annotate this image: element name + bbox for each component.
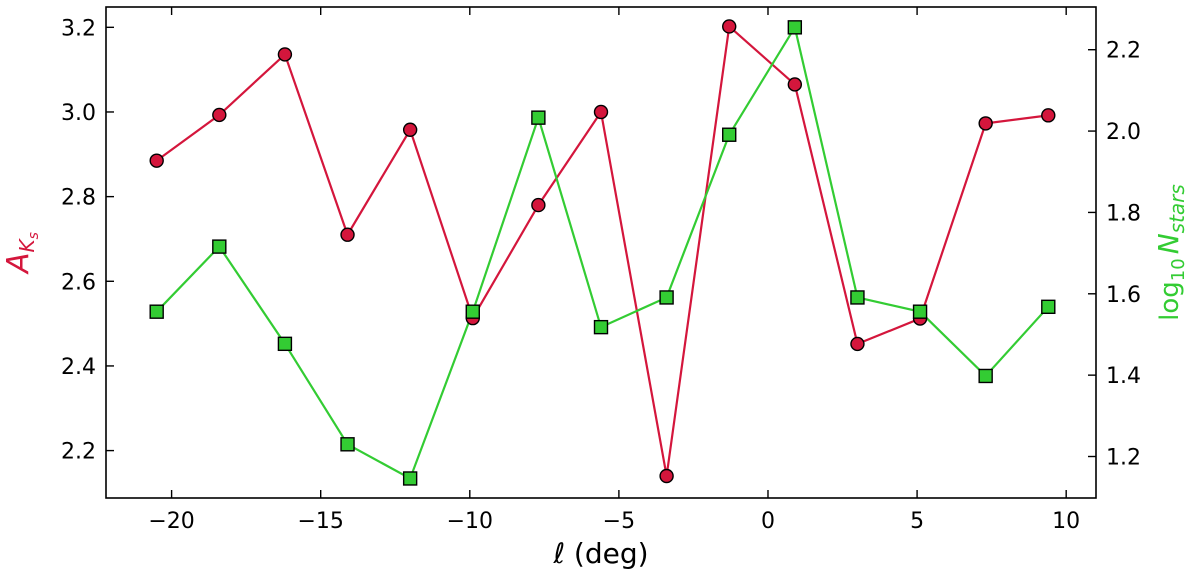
right-y-tick-label: 1.4 [1106, 364, 1141, 389]
left-y-tick-label: 2.8 [61, 186, 96, 211]
axis-ticks [106, 7, 1096, 498]
right-y-tick-label: 1.8 [1106, 201, 1141, 226]
x-tick-label: 5 [910, 509, 924, 534]
data-point-left [659, 468, 674, 484]
left-y-tick-label: 2.6 [61, 270, 96, 295]
right-y-axis-label-main-sub: stars [1165, 184, 1189, 233]
right-y-tick-label: 2.0 [1106, 120, 1141, 145]
right-y-axis-label-sub: 10 [1168, 258, 1189, 281]
tick-labels: −20 −15 −10 −5 0 5 10 2.2 2.4 2.6 2.8 3.0 3.2 1.2 1.4 1… [61, 16, 1141, 534]
right-y-axis-label: log10 Nstars [1152, 184, 1189, 321]
x-tick-label: −15 [297, 509, 343, 534]
data-point-left [277, 47, 293, 62]
data-point-right [340, 437, 355, 452]
x-tick-label: −20 [148, 509, 194, 534]
right-y-axis-label-main: N [1152, 233, 1185, 254]
left-y-tick-label: 3.2 [61, 16, 96, 41]
data-point-left [722, 19, 737, 34]
left-y-axis-label-subsub: s [26, 232, 42, 239]
data-point-left [593, 104, 609, 120]
data-point-right [659, 290, 674, 305]
series-markers [149, 19, 1056, 486]
data-point-right [978, 368, 993, 384]
data-point-left [149, 153, 164, 168]
left-y-tick-label: 2.2 [61, 440, 96, 465]
data-point-right [465, 304, 480, 319]
data-point-right [1041, 299, 1056, 315]
x-tick-label: −10 [447, 509, 493, 534]
plot-frame [105, 6, 1097, 499]
data-point-left [402, 122, 418, 137]
data-point-right [531, 110, 546, 125]
left-y-tick-label: 2.4 [61, 355, 96, 380]
left-y-tick-label: 3.0 [61, 101, 96, 126]
data-point-left [531, 197, 546, 213]
data-point-right [212, 239, 227, 254]
data-point-right [850, 290, 865, 305]
data-point-right [593, 319, 609, 335]
left-y-axis-label-base: A [1, 252, 36, 275]
data-point-right [277, 336, 293, 352]
data-point-left [978, 116, 993, 131]
data-point-right [912, 304, 928, 319]
series-line-right [155, 24, 1050, 481]
right-y-tick-label: 2.2 [1106, 39, 1141, 64]
data-point-left [1041, 108, 1056, 123]
series-line-left [156, 24, 1049, 477]
x-tick-label: 10 [1052, 509, 1080, 534]
data-point-right [722, 127, 737, 142]
data-point-left [787, 77, 803, 92]
data-point-left [212, 107, 227, 123]
series-lines [155, 24, 1050, 481]
data-point-right [402, 471, 418, 486]
right-y-axis-label-pre: log [1155, 281, 1185, 321]
left-y-axis-label-sub: K [15, 237, 39, 252]
data-point-right [149, 304, 164, 319]
data-point-left [850, 336, 865, 352]
x-tick-label: −5 [603, 509, 635, 534]
right-y-tick-label: 1.6 [1106, 283, 1141, 308]
left-y-axis-label: AKs [1, 232, 42, 275]
x-axis-label: ℓ (deg) [552, 537, 648, 570]
right-y-tick-label: 1.2 [1106, 446, 1141, 471]
data-point-right [787, 20, 803, 35]
x-tick-label: 0 [761, 509, 775, 534]
data-point-left [340, 227, 355, 242]
